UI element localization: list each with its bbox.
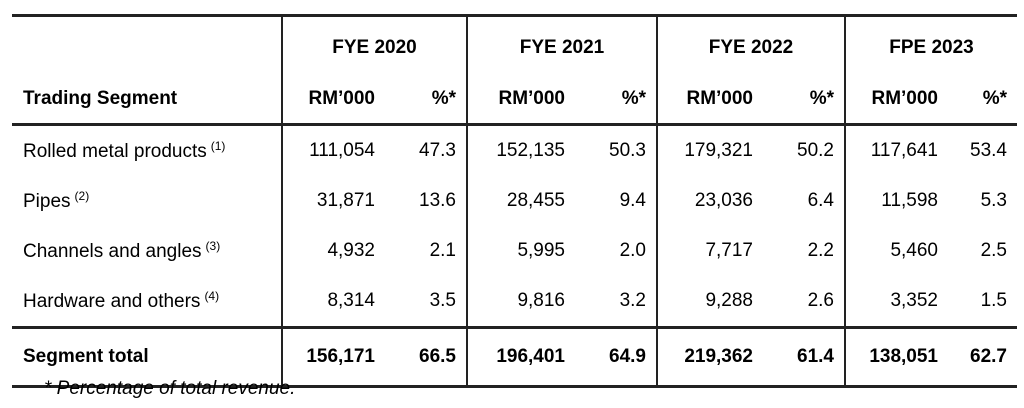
footnote: * Percentage of total revenue. xyxy=(44,378,296,399)
percent-cell: 6.4 xyxy=(807,190,834,211)
value-cell: 4,932 xyxy=(281,226,385,276)
percent-cell: 50.2 xyxy=(797,140,834,161)
trading-segment-table-container: FYE 2020 FYE 2021 FYE 2022 FPE 2023 Trad… xyxy=(12,14,1017,388)
table-row: Rolled metal products (1) 111,054 47.3 15… xyxy=(12,124,1017,177)
percent-cell: 1.5 xyxy=(980,290,1007,311)
percent-cell: 2.2 xyxy=(807,240,834,261)
value-cell: 11,598 xyxy=(844,176,948,226)
percent-cell: 50.3 xyxy=(609,140,646,161)
percent-cell: 2.5 xyxy=(980,240,1007,261)
value-cell: 3,352 xyxy=(844,276,948,328)
total-row: Segment total 156,171 66.5 196,401 64.9 … xyxy=(12,326,1017,388)
value-cell: 7,717 xyxy=(656,226,763,276)
percent-cell: 5.3 xyxy=(980,190,1007,211)
row-label: Rolled metal products xyxy=(23,141,207,162)
percent-header: %* xyxy=(763,75,845,126)
value-cell: 28,455 xyxy=(466,176,575,226)
value-cell: 5,995 xyxy=(466,226,575,276)
total-percent-cell: 64.9 xyxy=(575,326,657,388)
segment-column-header: Trading Segment xyxy=(12,75,282,126)
percent-cell: 3.5 xyxy=(429,290,456,311)
value-cell: 152,135 xyxy=(466,124,575,176)
total-percent-cell: 66.5 xyxy=(385,326,467,388)
row-note: (3) xyxy=(205,239,221,253)
row-label-cell: Hardware and others (4) xyxy=(12,276,282,328)
percent-cell: 2.1 xyxy=(429,240,456,261)
total-percent-cell: 62.7 xyxy=(948,326,1017,388)
row-label-cell: Channels and angles (3) xyxy=(12,226,282,276)
table-row: Channels and angles (3) 4,932 2.1 5,995 2… xyxy=(12,226,1017,276)
percent-cell: 3.2 xyxy=(619,290,646,311)
unit-header: RM’000 xyxy=(281,75,385,126)
unit-header: RM’000 xyxy=(466,75,575,126)
percent-cell: 47.3 xyxy=(419,140,456,161)
row-label-cell: Rolled metal products (1) xyxy=(12,125,282,177)
table-row: Hardware and others (4) 8,314 3.5 9,816 3… xyxy=(12,276,1017,328)
period-header: FYE 2022 xyxy=(656,14,845,75)
value-cell: 111,054 xyxy=(281,124,385,176)
period-header: FYE 2021 xyxy=(466,14,657,75)
row-label: Channels and angles xyxy=(23,241,202,262)
header-blank-cell xyxy=(12,14,282,75)
value-cell: 31,871 xyxy=(281,176,385,226)
value-cell: 23,036 xyxy=(656,176,763,226)
row-note: (4) xyxy=(204,289,220,303)
unit-header: RM’000 xyxy=(656,75,763,126)
row-label: Pipes xyxy=(23,191,71,212)
total-value-cell: 138,051 xyxy=(844,326,948,388)
header-row-periods: FYE 2020 FYE 2021 FYE 2022 FPE 2023 xyxy=(12,14,1017,75)
value-cell: 117,641 xyxy=(844,124,948,176)
row-note: (1) xyxy=(210,139,226,153)
percent-cell: 9.4 xyxy=(619,190,646,211)
period-header: FYE 2020 xyxy=(281,14,467,75)
unit-header: RM’000 xyxy=(844,75,948,126)
total-percent-cell: 61.4 xyxy=(763,326,845,388)
percent-cell: 53.4 xyxy=(970,140,1007,161)
table-row: Pipes (2) 31,871 13.6 28,455 9.4 23,036 6… xyxy=(12,176,1017,226)
period-header: FPE 2023 xyxy=(844,14,1017,75)
trading-segment-table: FYE 2020 FYE 2021 FYE 2022 FPE 2023 Trad… xyxy=(12,14,1017,388)
value-cell: 9,816 xyxy=(466,276,575,328)
total-value-cell: 219,362 xyxy=(656,326,763,388)
header-row-units: Trading Segment RM’000 %* RM’000 %* RM’0… xyxy=(12,75,1017,126)
percent-header: %* xyxy=(385,75,467,126)
percent-header: %* xyxy=(948,75,1017,126)
percent-cell: 13.6 xyxy=(419,190,456,211)
row-label: Hardware and others xyxy=(23,291,201,312)
row-label-cell: Pipes (2) xyxy=(12,176,282,226)
total-label: Segment total xyxy=(12,326,282,388)
percent-cell: 2.0 xyxy=(619,240,646,261)
total-value-cell: 156,171 xyxy=(281,326,385,388)
value-cell: 5,460 xyxy=(844,226,948,276)
total-value-cell: 196,401 xyxy=(466,326,575,388)
value-cell: 179,321 xyxy=(656,124,763,176)
percent-cell: 2.6 xyxy=(807,290,834,311)
percent-header: %* xyxy=(575,75,657,126)
row-note: (2) xyxy=(74,189,90,203)
value-cell: 8,314 xyxy=(281,276,385,328)
value-cell: 9,288 xyxy=(656,276,763,328)
